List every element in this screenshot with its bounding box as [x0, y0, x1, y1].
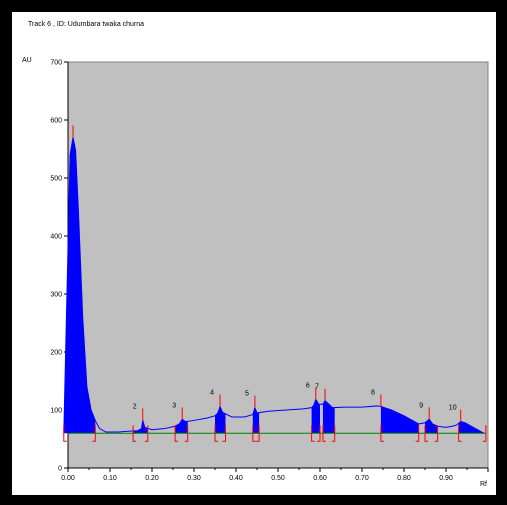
peak-start-marker — [311, 425, 315, 442]
peak-start-marker — [322, 425, 326, 442]
peak-label: 6 — [306, 383, 310, 390]
x-tick-label: 0.40 — [229, 475, 243, 482]
signal-line — [63, 137, 485, 434]
peak-end-marker — [434, 425, 439, 442]
x-tick-label: 0.60 — [313, 475, 327, 482]
peak-area — [380, 406, 419, 434]
peak-end-marker — [256, 425, 260, 442]
peak-area — [215, 406, 226, 434]
peak-label: 9 — [419, 402, 423, 409]
peak-start-marker — [380, 425, 384, 442]
chart-frame: Track 6 , ID: Udumbara twaka churna AU R… — [12, 12, 496, 495]
peak-end-marker — [92, 425, 96, 442]
y-axis-label: AU — [22, 57, 32, 64]
peak-start-marker — [214, 425, 218, 442]
peak-end-marker — [184, 425, 189, 442]
peak-start-marker — [132, 425, 137, 442]
peak-start-marker — [63, 425, 67, 442]
peak-start-marker — [424, 425, 428, 442]
peak-area — [175, 419, 188, 434]
peak-area — [458, 421, 486, 434]
peak-area — [322, 400, 335, 434]
x-tick-label: 0.00 — [61, 475, 75, 482]
x-tick-label: 0.20 — [145, 475, 159, 482]
y-tick-label: 100 — [50, 408, 62, 415]
peak-start-marker — [174, 425, 179, 442]
y-tick-label: 300 — [50, 292, 62, 299]
x-tick-label: 0.10 — [103, 475, 117, 482]
peak-start-marker — [458, 425, 462, 442]
x-axis-label: Rf — [480, 481, 487, 488]
peak-label: 2 — [133, 403, 137, 410]
peak-area — [311, 399, 320, 434]
peak-end-marker — [144, 425, 149, 442]
peak-end-marker — [222, 425, 226, 442]
x-tick-label: 0.50 — [271, 475, 285, 482]
peak-end-marker — [415, 425, 420, 442]
y-tick-label: 600 — [50, 118, 62, 125]
peak-start-marker — [252, 425, 256, 442]
peak-label: 10 — [449, 405, 457, 412]
peak-end-marker — [331, 425, 336, 442]
y-tick-label: 400 — [50, 234, 62, 241]
plot-area — [67, 61, 489, 469]
peak-label: 3 — [172, 402, 176, 409]
peak-label: 8 — [371, 390, 375, 397]
peak-end-marker — [482, 425, 487, 442]
peak-end-marker — [317, 425, 321, 442]
peak-area — [63, 137, 96, 434]
peak-label: 7 — [315, 384, 319, 391]
y-tick-label: 500 — [50, 176, 62, 183]
peak-area — [133, 420, 148, 434]
peak-label: 5 — [245, 391, 249, 398]
y-tick-label: 0 — [58, 466, 62, 473]
peak-label: 4 — [210, 390, 214, 397]
chart-title: Track 6 , ID: Udumbara twaka churna — [28, 21, 144, 28]
x-tick-label: 0.30 — [187, 475, 201, 482]
y-tick-label: 200 — [50, 350, 62, 357]
x-tick-label: 0.90 — [439, 475, 453, 482]
peak-area — [252, 407, 260, 434]
peak-area — [425, 419, 438, 434]
x-tick-label: 0.70 — [355, 475, 369, 482]
x-tick-label: 0.80 — [397, 475, 411, 482]
densitogram-chart: Track 6 , ID: Udumbara twaka churna AU R… — [22, 21, 489, 488]
y-tick-label: 700 — [50, 60, 62, 67]
